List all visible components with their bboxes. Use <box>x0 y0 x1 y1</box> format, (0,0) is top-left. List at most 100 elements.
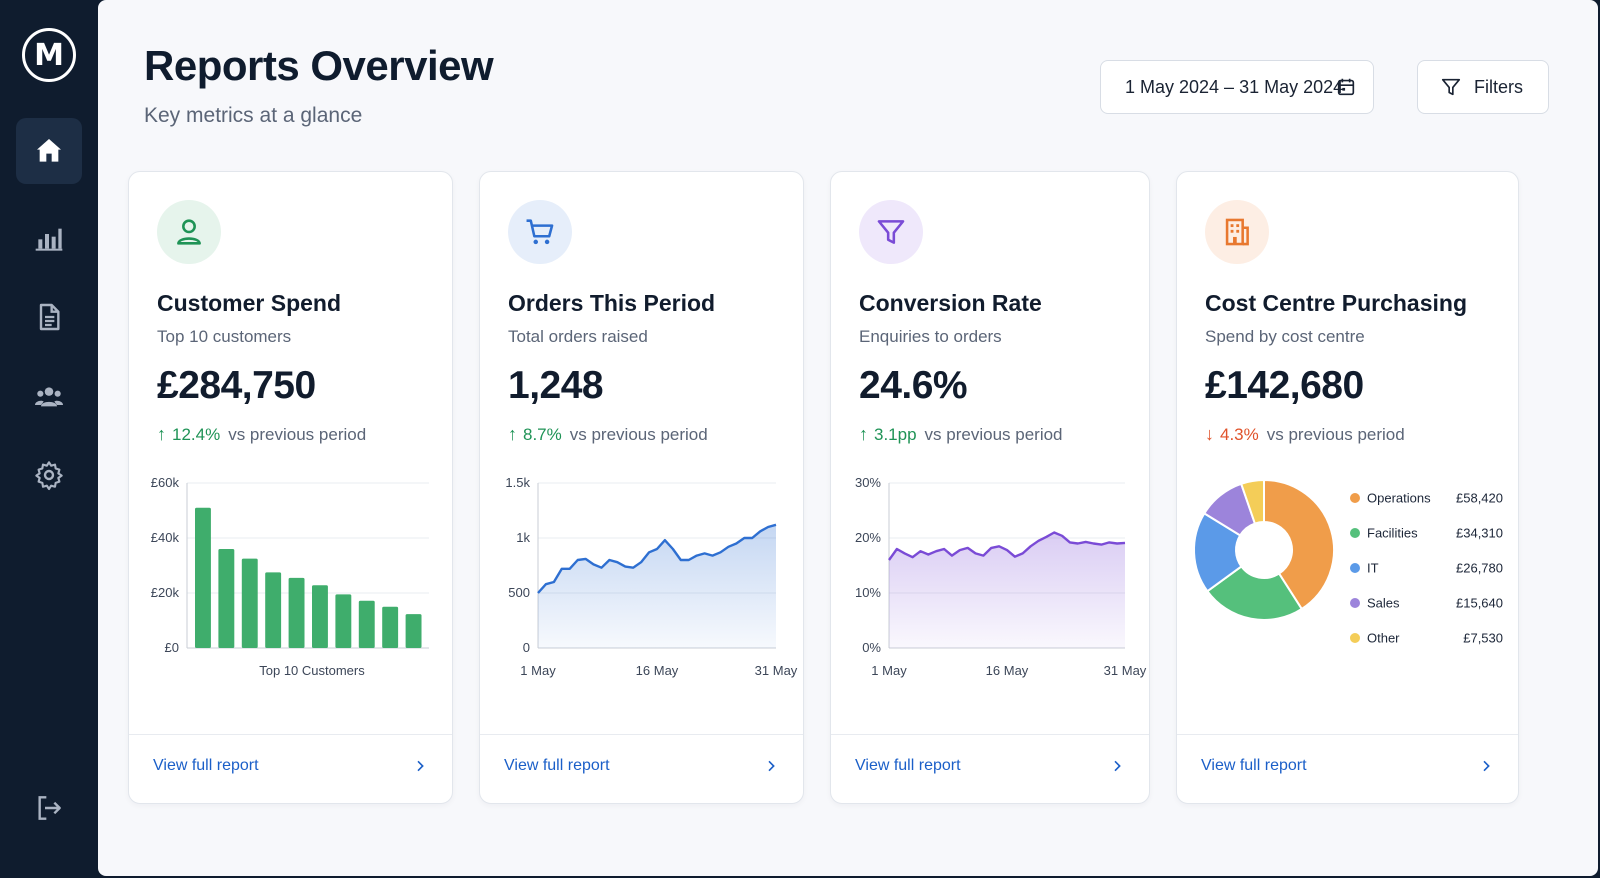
legend-value: £7,530 <box>1463 631 1503 646</box>
arrow-up-icon: ↑ <box>508 424 517 444</box>
card-icon-wrap <box>1205 200 1269 264</box>
link-label: View full report <box>855 757 961 774</box>
x-tick-label: 16 May <box>636 663 679 678</box>
card-value: £142,680 <box>1205 364 1364 407</box>
legend-label: Sales <box>1367 596 1400 611</box>
logout-icon <box>38 796 61 820</box>
page-title: Reports Overview <box>144 42 494 89</box>
date-range-picker[interactable]: 1 May 2024 – 31 May 2024 <box>1100 60 1374 114</box>
y-tick-label: £20k <box>151 585 180 600</box>
bar <box>358 600 375 648</box>
y-tick-label: £0 <box>165 640 179 655</box>
orders-area-chart: 0 500 1k 1.5k 1 May 16 May 31 May <box>505 475 797 678</box>
arrow-down-icon: ↓ <box>1205 424 1214 444</box>
donut-slice <box>1205 565 1304 621</box>
customer-spend-bar-chart: £0 £20k £40k £60k Top 10 Customers <box>151 475 429 678</box>
legend-value: £58,420 <box>1456 491 1503 506</box>
filters-button[interactable]: Filters <box>1417 60 1549 114</box>
card-divider <box>480 734 803 735</box>
card-value: 1,248 <box>508 364 604 407</box>
card-change: ↓ 4.3% vs previous period <box>1205 424 1405 445</box>
sidebar-item-users[interactable] <box>16 364 82 430</box>
bar <box>195 507 211 648</box>
legend-swatch <box>1350 528 1360 538</box>
y-tick-label: 30% <box>855 475 881 490</box>
view-full-report-link[interactable]: View full report <box>855 746 1125 786</box>
y-tick-label: 500 <box>508 585 530 600</box>
conversion-rate-card: Conversion Rate Enquiries to orders 24.6… <box>830 171 1150 804</box>
x-tick-label: 31 May <box>1104 663 1147 678</box>
bar <box>312 585 328 648</box>
main-content: Reports Overview Key metrics at a glance… <box>98 0 1598 876</box>
change-percent: 12.4% <box>172 424 221 444</box>
legend-swatch <box>1350 493 1360 503</box>
card-subtitle: Enquiries to orders <box>859 327 1002 346</box>
sidebar: M <box>0 0 98 878</box>
chevron-right-icon <box>768 760 775 772</box>
bar-chart-icon <box>35 228 63 251</box>
y-tick-label: 20% <box>855 530 881 545</box>
card-title: Orders This Period <box>508 290 716 316</box>
orders-card: Orders This Period Total orders raised 1… <box>479 171 804 804</box>
y-tick-label: 1k <box>516 530 530 545</box>
legend-value: £15,640 <box>1456 596 1503 611</box>
legend-label: Operations <box>1367 491 1431 506</box>
sidebar-item-settings[interactable] <box>16 442 82 508</box>
gear-icon <box>35 461 63 491</box>
card-subtitle: Spend by cost centre <box>1205 327 1365 346</box>
card-value: 24.6% <box>859 364 968 407</box>
users-icon <box>35 387 63 407</box>
legend-value: £26,780 <box>1456 561 1503 576</box>
view-full-report-link[interactable]: View full report <box>504 746 779 786</box>
cost-centre-card: Cost Centre Purchasing Spend by cost cen… <box>1176 171 1519 804</box>
card-icon-wrap <box>508 200 572 264</box>
card-change: ↑ 12.4% vs previous period <box>157 424 366 445</box>
legend-swatch <box>1350 633 1360 643</box>
bar <box>335 594 352 648</box>
card-icon-wrap <box>859 200 923 264</box>
y-tick-label: 10% <box>855 585 881 600</box>
sidebar-item-documents[interactable] <box>16 284 82 350</box>
series-line <box>888 531 1126 561</box>
y-tick-label: 1.5k <box>505 475 530 490</box>
card-title: Cost Centre Purchasing <box>1205 290 1467 316</box>
card-change: ↑ 8.7% vs previous period <box>508 424 708 445</box>
legend-label: Other <box>1367 631 1400 646</box>
logout-button[interactable] <box>16 775 82 841</box>
change-percent: 3.1pp <box>874 424 917 444</box>
legend-label: IT <box>1367 561 1379 576</box>
logo-letter: M <box>34 37 64 73</box>
view-full-report-link[interactable]: View full report <box>153 746 428 786</box>
home-icon <box>37 139 61 162</box>
bar <box>218 549 235 648</box>
card-divider <box>831 734 1149 735</box>
sidebar-item-analytics[interactable] <box>16 205 82 271</box>
customer-spend-card: Customer Spend Top 10 customers £284,750… <box>128 171 453 804</box>
x-tick-label: 16 May <box>986 663 1029 678</box>
bar <box>382 606 399 648</box>
cost-centre-donut-chart: Operations £58,420 Facilities £34,310 IT £26,… <box>1193 478 1503 646</box>
card-value: £284,750 <box>157 364 316 407</box>
building-icon <box>1225 218 1249 246</box>
card-title: Customer Spend <box>157 290 342 316</box>
funnel-icon <box>877 220 905 244</box>
x-tick-label: 1 May <box>520 663 556 678</box>
card-divider <box>1177 734 1518 735</box>
link-label: View full report <box>153 757 259 774</box>
change-suffix: vs previous period <box>1266 424 1405 444</box>
chevron-right-icon <box>1483 760 1490 772</box>
calendar-icon <box>1337 78 1355 96</box>
change-suffix: vs previous period <box>924 424 1063 444</box>
bar <box>288 577 305 648</box>
bar <box>405 614 422 648</box>
card-divider <box>129 734 452 735</box>
y-tick-label: 0% <box>862 640 881 655</box>
change-suffix: vs previous period <box>228 424 367 444</box>
link-label: View full report <box>504 757 610 774</box>
view-full-report-link[interactable]: View full report <box>1201 746 1494 786</box>
sidebar-item-home[interactable] <box>16 118 82 184</box>
donut-slice <box>1239 478 1265 525</box>
change-suffix: vs previous period <box>569 424 708 444</box>
app-logo[interactable]: M <box>22 28 76 82</box>
y-tick-label: £60k <box>151 475 180 490</box>
